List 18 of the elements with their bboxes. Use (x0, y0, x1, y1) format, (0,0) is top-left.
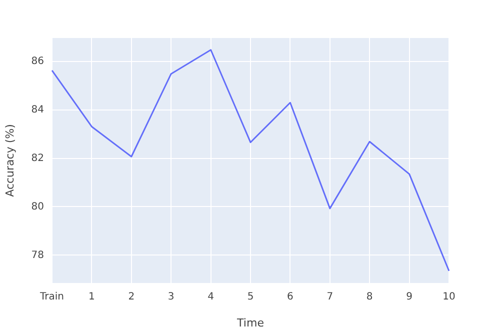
x-tick-label: 10 (442, 292, 456, 303)
y-tick-label: 86 (31, 56, 44, 68)
x-tick-label: 9 (406, 292, 412, 303)
x-tick-label: 2 (128, 292, 135, 303)
y-tick-label: 80 (31, 201, 44, 212)
x-tick-label: 5 (247, 292, 254, 303)
x-tick-label: 7 (326, 292, 334, 303)
y-tick-label: 84 (31, 104, 44, 116)
x-tick-label: 1 (88, 292, 95, 303)
x-tick-label: 4 (208, 292, 214, 303)
y-tick-label: 78 (31, 250, 44, 261)
x-axis-title: Time (236, 316, 264, 330)
x-tick-label: Train (39, 292, 64, 303)
x-tick-label: 6 (287, 292, 294, 303)
x-tick-label: 3 (168, 292, 174, 303)
y-tick-label: 82 (31, 152, 44, 164)
x-tick-label: 8 (366, 292, 373, 303)
y-axis-title: Accuracy (%) (3, 124, 16, 197)
